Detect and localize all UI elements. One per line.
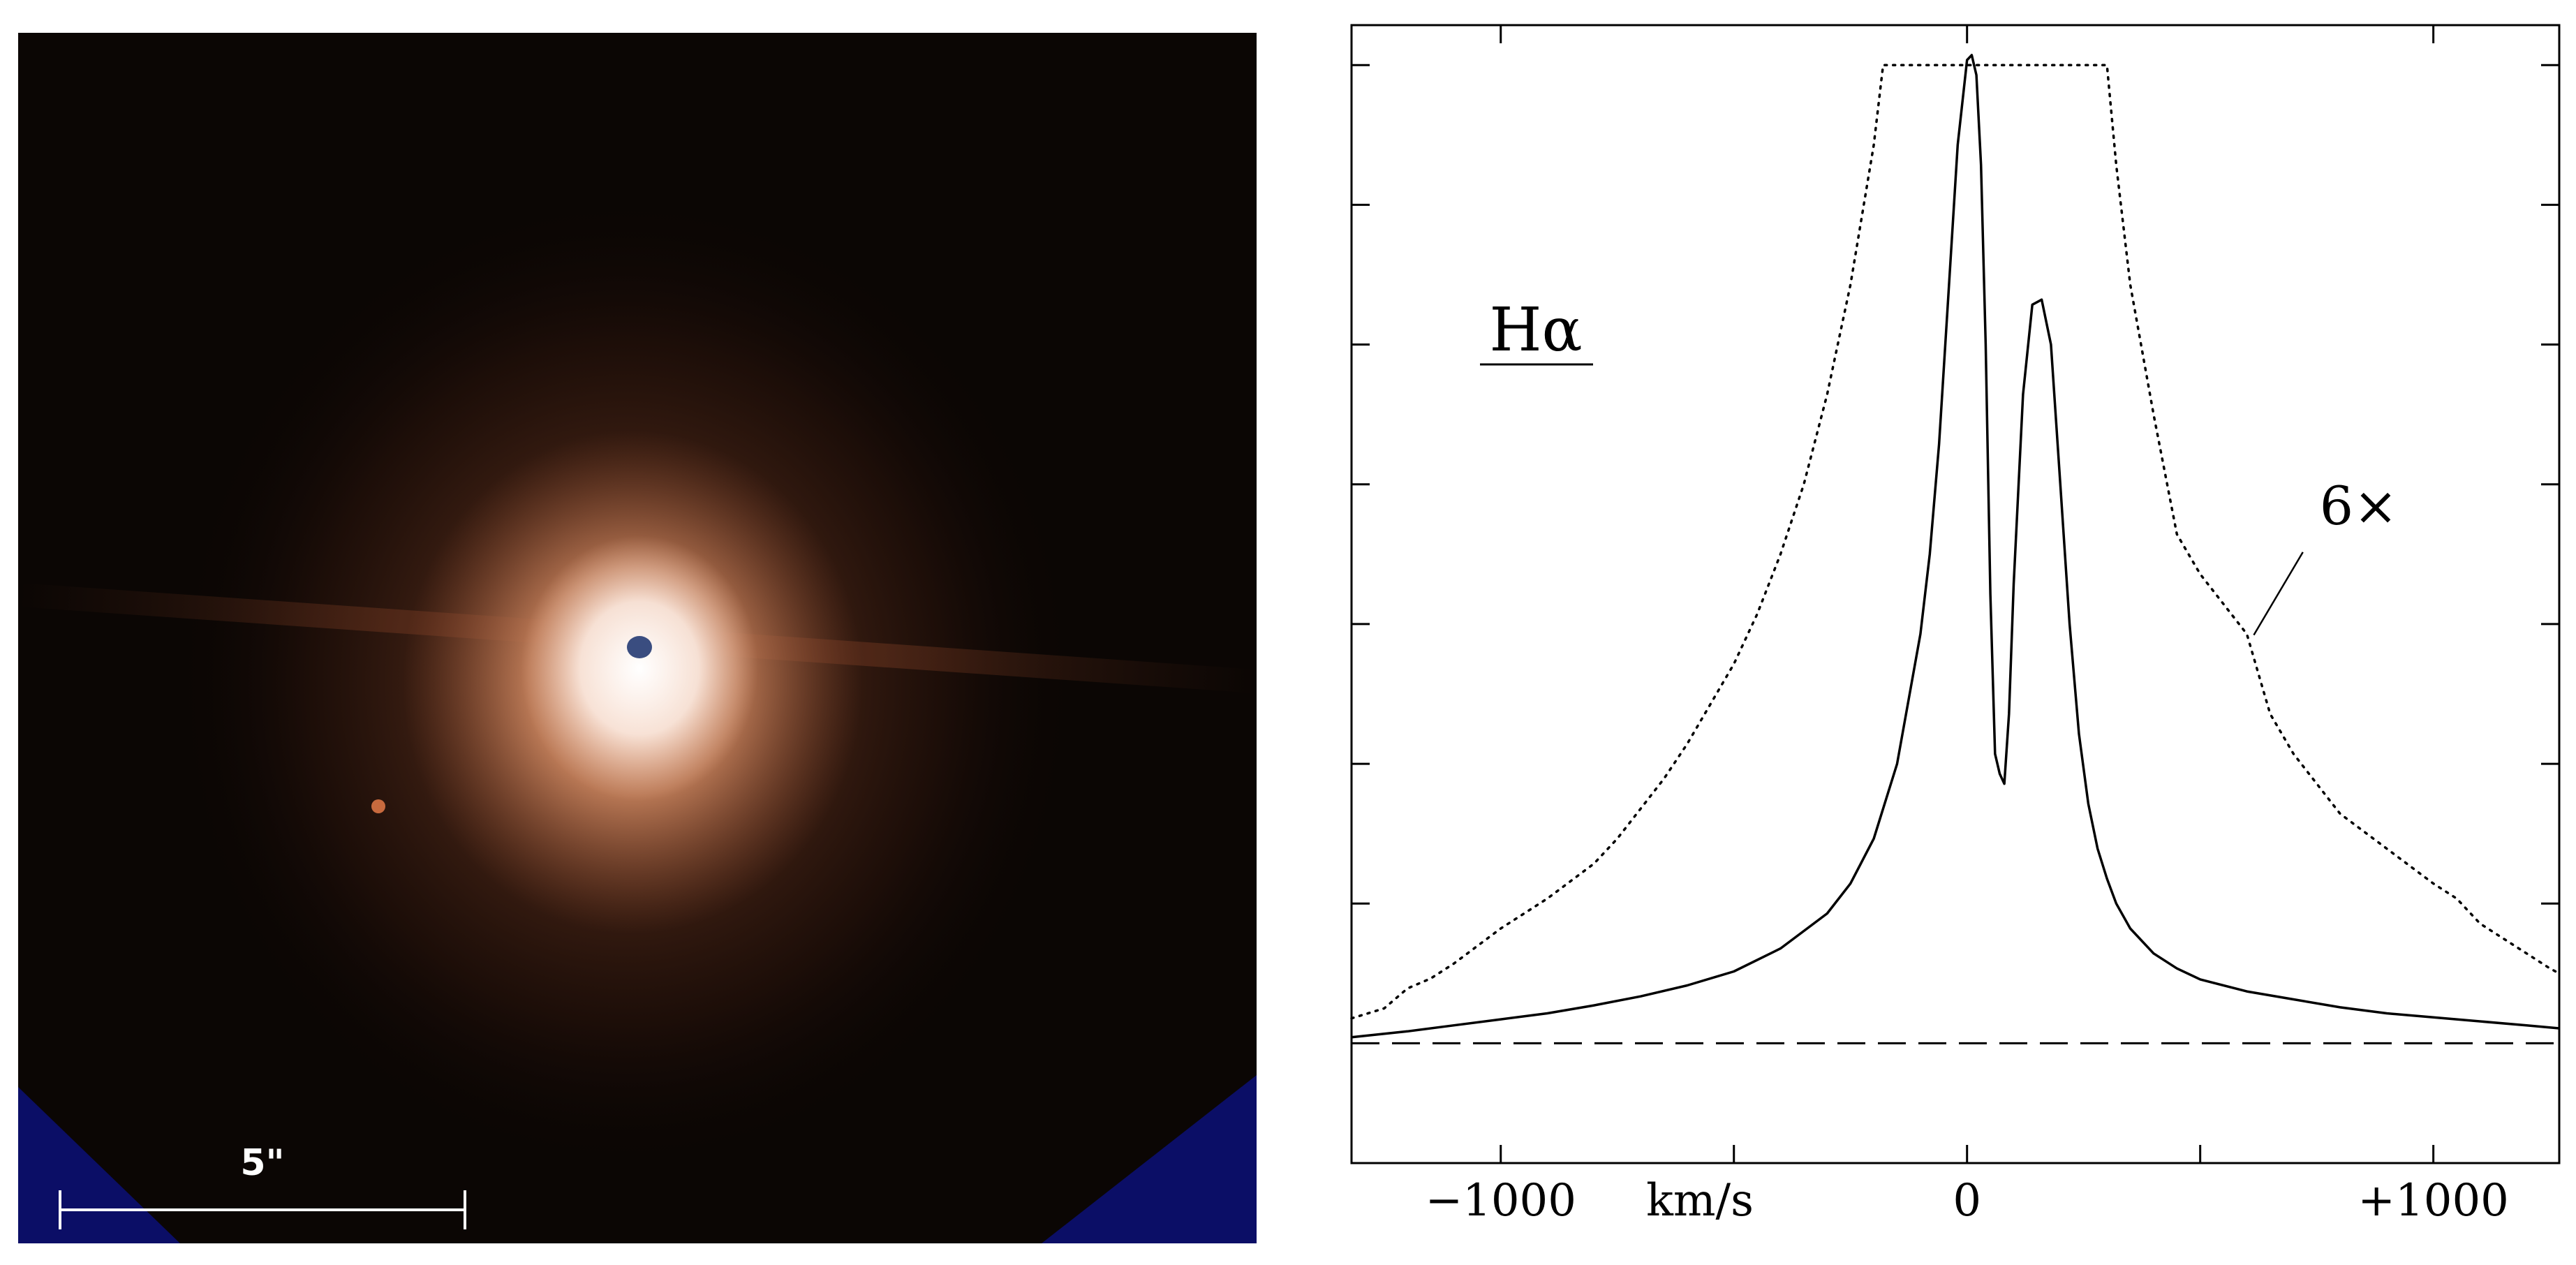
x-tick-label-1: 0 bbox=[1953, 1175, 1981, 1227]
field-star bbox=[371, 799, 385, 813]
x-tick-label-0: −1000 bbox=[1425, 1175, 1576, 1227]
x-tick-labels: −1000 0 +1000 bbox=[1425, 1175, 2508, 1227]
series-line-solid bbox=[1351, 54, 2560, 1039]
series-layer bbox=[1350, 54, 2561, 1039]
annotation-label-0: 6× bbox=[2320, 475, 2398, 537]
scale-bar-label: 5" bbox=[240, 1142, 284, 1184]
nebula-core bbox=[521, 535, 758, 801]
chart-title: Hα bbox=[1489, 295, 1582, 365]
lower-right-corner-fill bbox=[1042, 1075, 1257, 1243]
central-star bbox=[627, 636, 652, 658]
scale-bar: 5" bbox=[59, 1142, 466, 1229]
x-tick-label-2: +1000 bbox=[2357, 1175, 2509, 1227]
annotation-layer: 6× bbox=[2253, 475, 2398, 636]
annotation-leader-0 bbox=[2253, 552, 2304, 636]
tick-marks bbox=[1352, 25, 2559, 1163]
series-line-dotted bbox=[1350, 64, 2561, 1020]
halpha-spectrum-chart: Hα 6× −1000 0 +1000 km/s bbox=[1350, 24, 2561, 1227]
nebula-image: 5" bbox=[18, 33, 1257, 1243]
plot-frame bbox=[1350, 24, 2561, 1164]
x-axis-label: km/s bbox=[1646, 1175, 1754, 1227]
chart-title-group: Hα bbox=[1480, 295, 1593, 366]
